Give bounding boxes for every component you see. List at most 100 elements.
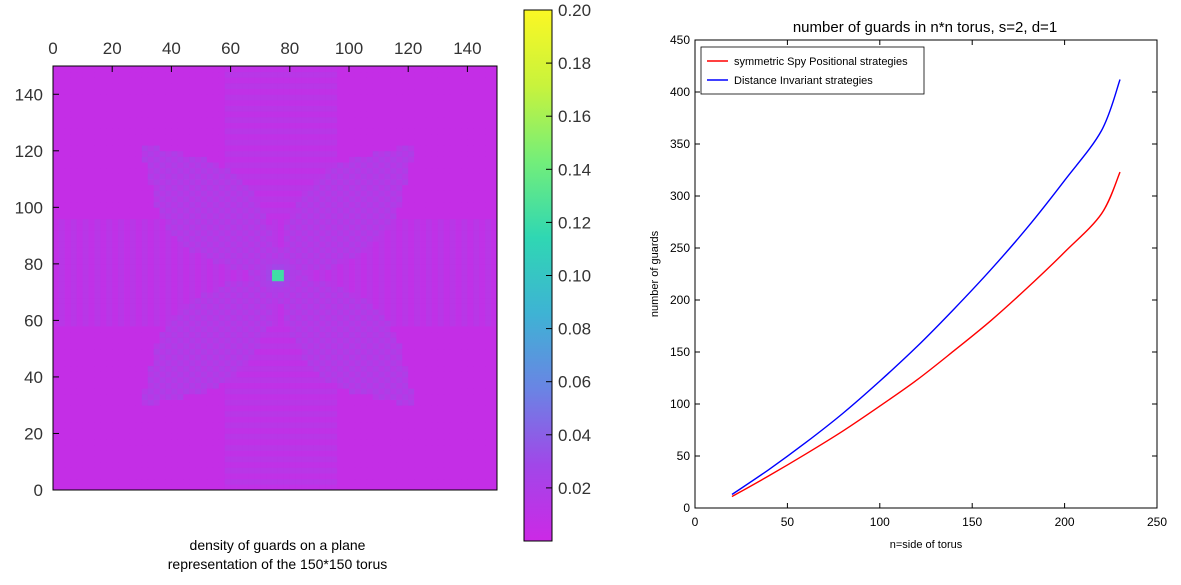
heatmap-cell	[461, 473, 468, 480]
heatmap-cell	[337, 405, 344, 412]
heatmap-cell	[461, 450, 468, 457]
heatmap-cell	[372, 382, 379, 389]
heatmap-cell	[94, 269, 101, 276]
heatmap-cell	[390, 292, 397, 299]
heatmap-cell	[437, 167, 445, 174]
heatmap-cell	[236, 376, 243, 383]
heatmap-cell	[76, 450, 83, 457]
heatmap-cell	[295, 252, 303, 259]
heatmap-cell	[218, 167, 226, 174]
heatmap-cell	[354, 303, 362, 310]
heatmap-cell	[58, 269, 66, 276]
heatmap-cell	[408, 405, 415, 412]
heatmap-cell	[485, 128, 492, 135]
heatmap-cell	[485, 258, 492, 265]
heatmap-cell	[473, 461, 480, 468]
heatmap-cell	[236, 241, 243, 248]
heatmap-cell	[360, 473, 368, 480]
heatmap-cell	[112, 133, 119, 140]
heatmap-cell	[313, 376, 320, 383]
heatmap-cell	[53, 292, 60, 299]
heatmap-cell	[313, 241, 320, 248]
heatmap-cell	[337, 207, 344, 214]
heatmap-cell	[283, 484, 291, 491]
heatmap-cell	[177, 393, 184, 400]
heatmap-cell	[224, 258, 231, 265]
heatmap-cell	[141, 303, 149, 310]
heatmap-cell	[420, 275, 427, 282]
heatmap-cell	[236, 156, 243, 163]
heatmap-cell	[366, 252, 374, 259]
heatmap-cell	[479, 286, 486, 293]
heatmap-cell	[135, 359, 143, 367]
heatmap-cell	[301, 371, 308, 378]
heatmap-cell	[135, 224, 143, 231]
heatmap-cell	[195, 359, 202, 367]
heatmap-cell	[135, 122, 143, 129]
heatmap-cell	[118, 382, 125, 389]
heatmap-cell	[260, 382, 267, 389]
heatmap-cell	[230, 348, 237, 355]
heatmap-cell	[378, 354, 385, 361]
heatmap-cell	[218, 343, 226, 350]
heatmap-cell	[307, 393, 314, 400]
heatmap-cell	[467, 229, 474, 236]
heatmap-cell	[94, 439, 101, 446]
heatmap-cell	[100, 252, 107, 259]
heatmap-cell	[212, 218, 220, 225]
heatmap-cell	[212, 444, 220, 451]
heatmap-cell	[307, 473, 314, 480]
heatmap-cell	[94, 456, 101, 463]
heatmap-cell	[283, 326, 291, 333]
heatmap-cell	[443, 269, 451, 276]
heatmap-cell	[289, 410, 297, 417]
heatmap-cell	[289, 224, 297, 231]
heatmap-cell	[384, 201, 391, 208]
heatmap-cell	[360, 337, 368, 344]
heatmap-cell	[295, 320, 303, 327]
heatmap-cell	[343, 478, 350, 485]
heatmap-cell	[64, 399, 72, 406]
heatmap-cell	[325, 354, 332, 361]
heatmap-cell	[195, 365, 202, 372]
heatmap-cell	[384, 280, 391, 287]
heatmap-cell	[118, 201, 125, 208]
heatmap-cell	[153, 467, 160, 474]
heatmap-cell	[171, 212, 178, 220]
heatmap-cell	[266, 444, 273, 451]
heatmap-cell	[94, 382, 101, 389]
heatmap-cell	[100, 145, 107, 152]
heatmap-cell	[331, 393, 338, 400]
heatmap-cell	[360, 229, 368, 236]
heatmap-cell	[177, 173, 184, 180]
heatmap-cell	[479, 331, 486, 338]
heatmap-cell	[354, 473, 362, 480]
heatmap-cell	[189, 326, 196, 333]
heatmap-cell	[260, 348, 267, 355]
heatmap-cell	[467, 201, 474, 208]
heatmap-cell	[443, 139, 451, 146]
heatmap-cell	[195, 122, 202, 129]
heatmap-cell	[201, 371, 208, 378]
heatmap-cell	[171, 258, 178, 265]
heatmap-cell	[372, 150, 379, 157]
heatmap-cell	[313, 201, 320, 208]
heatmap-cell	[129, 388, 137, 395]
heatmap-cell	[183, 410, 190, 417]
heatmap-cell	[307, 128, 314, 135]
heatmap-cell	[129, 275, 137, 282]
heatmap-cell	[402, 241, 409, 248]
heatmap-cell	[467, 456, 474, 463]
heatmap-cell	[159, 179, 166, 186]
heatmap-cell	[396, 314, 403, 321]
heatmap-cell	[372, 388, 379, 395]
heatmap-cell	[124, 122, 131, 129]
heatmap-cell	[431, 410, 439, 417]
heatmap-cell	[337, 484, 344, 491]
heatmap-cell	[64, 207, 72, 214]
heatmap-cell	[171, 439, 178, 446]
heatmap-cell	[372, 337, 379, 344]
heatmap-cell	[206, 365, 214, 372]
heatmap-cell	[366, 309, 374, 316]
heatmap-cell	[70, 467, 78, 474]
